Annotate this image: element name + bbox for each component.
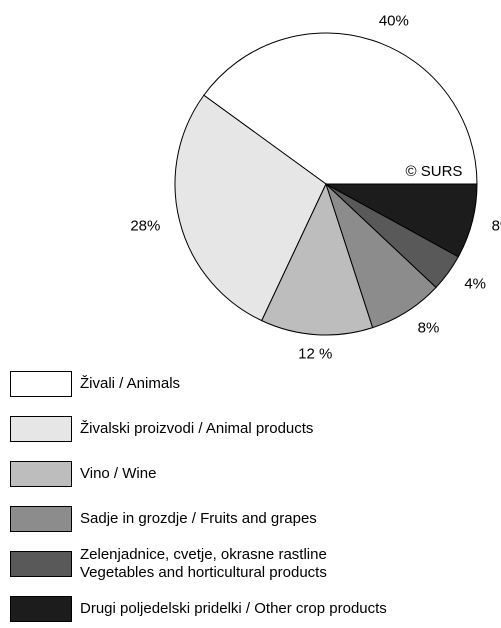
legend-swatch bbox=[10, 371, 72, 397]
legend-label: Sadje in grozdje / Fruits and grapes bbox=[80, 510, 317, 527]
legend-item: Vino / Wine bbox=[10, 455, 156, 493]
data-label: 4% bbox=[464, 275, 486, 292]
data-label: 8% bbox=[492, 217, 501, 234]
data-label: 8% bbox=[418, 319, 440, 336]
pie-slice bbox=[174, 94, 327, 322]
data-label: 28% bbox=[130, 217, 160, 234]
pie-slice bbox=[325, 183, 478, 258]
data-label: 40% bbox=[379, 12, 409, 29]
legend-item: Živalski proizvodi / Animal products bbox=[10, 410, 313, 448]
pie-slice bbox=[203, 32, 478, 185]
legend-item: Zelenjadnice, cvetje, okrasne rastline V… bbox=[10, 545, 327, 583]
legend-label: Drugi poljedelski pridelki / Other crop … bbox=[80, 600, 387, 617]
legend-swatch bbox=[10, 596, 72, 622]
chart: 8% 4% 8% 12 % 28% 40% © SURS bbox=[130, 12, 501, 360]
legend-item: Živali / Animals bbox=[10, 365, 180, 403]
legend-swatch bbox=[10, 551, 72, 577]
data-label: 12 % bbox=[298, 346, 332, 360]
legend-item: Drugi poljedelski pridelki / Other crop … bbox=[10, 590, 387, 628]
labels: 8% 4% 8% 12 % 28% 40% bbox=[130, 12, 501, 360]
legend-label: Živalski proizvodi / Animal products bbox=[80, 420, 314, 437]
legend-label: Zelenjadnice, cvetje, okrasne rastline V… bbox=[80, 546, 327, 581]
legend-swatch bbox=[10, 416, 72, 442]
legend-swatch bbox=[10, 506, 72, 532]
pie-slice bbox=[261, 182, 374, 336]
annotation: © SURS bbox=[406, 163, 463, 180]
legend-label: Vino / Wine bbox=[80, 465, 157, 482]
legend-label: Živali / Animals bbox=[80, 375, 181, 392]
legend-item: Sadje in grozdje / Fruits and grapes bbox=[10, 500, 317, 538]
legend-swatch bbox=[10, 461, 72, 487]
